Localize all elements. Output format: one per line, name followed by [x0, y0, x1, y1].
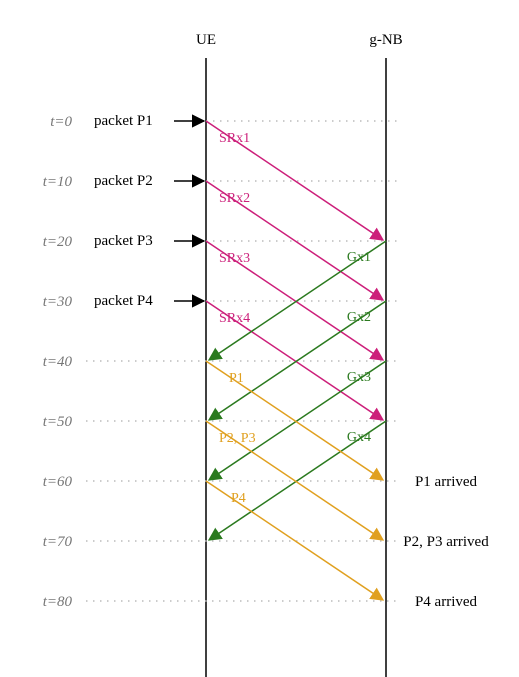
grant-arrow [207, 240, 387, 361]
grant-label: Gx1 [347, 250, 371, 265]
time-axis-labels: t=0 t=10 t=20 t=30 t=40 t=50 t=60 t=70 t=80 [43, 114, 73, 610]
data-arrow [205, 420, 385, 541]
packet-inputs: packet P1 packet P2 packet P3 packet P4 [94, 113, 206, 309]
grant-label: Gx4 [347, 430, 371, 445]
grant-arrow [207, 300, 387, 421]
packet-label: packet P2 [94, 173, 153, 189]
scheduling-requests [205, 120, 385, 421]
time-label: t=60 [43, 474, 73, 490]
sr-arrow [205, 120, 385, 241]
time-label: t=10 [43, 174, 73, 190]
sr-label: SRx2 [219, 191, 250, 206]
ue-header: UE [196, 32, 216, 48]
sr-arrow [205, 240, 385, 361]
arrival-label: P4 arrived [415, 594, 478, 610]
sr-arrow [205, 300, 385, 421]
data-label: P2, P3 [219, 431, 256, 446]
data-arrow [205, 480, 385, 601]
arrival-label: P2, P3 arrived [403, 534, 489, 550]
grant-label: Gx3 [347, 370, 371, 385]
data-label: P1 [229, 371, 244, 386]
grant-label: Gx2 [347, 310, 371, 325]
packet-label: packet P4 [94, 293, 153, 309]
data-label: P4 [231, 491, 246, 506]
arrival-labels: P1 arrived P2, P3 arrived P4 arrived [403, 474, 489, 610]
packet-label: packet P1 [94, 113, 153, 129]
time-label: t=80 [43, 594, 73, 610]
packet-label: packet P3 [94, 233, 153, 249]
time-label: t=50 [43, 414, 73, 430]
arrival-label: P1 arrived [415, 474, 478, 490]
time-label: t=70 [43, 534, 73, 550]
time-grid [86, 120, 398, 602]
time-label: t=40 [43, 354, 73, 370]
time-label: t=20 [43, 234, 73, 250]
sr-label: SRx3 [219, 251, 250, 266]
sr-arrow [205, 180, 385, 301]
time-label: t=0 [50, 114, 72, 130]
data-arrow [205, 360, 385, 481]
sr-label: SRx1 [219, 131, 250, 146]
message-labels: SRx1 SRx2 SRx3 SRx4 Gx1 Gx2 Gx3 Gx4 P1 P2, P3 P4 [219, 131, 371, 506]
grant-arrow [207, 360, 387, 481]
sr-label: SRx4 [219, 311, 250, 326]
gnb-header: g-NB [369, 32, 402, 48]
grant-arrow [207, 420, 387, 541]
time-label: t=30 [43, 294, 73, 310]
uplink-grants [207, 240, 387, 541]
data-transmissions [205, 360, 385, 601]
